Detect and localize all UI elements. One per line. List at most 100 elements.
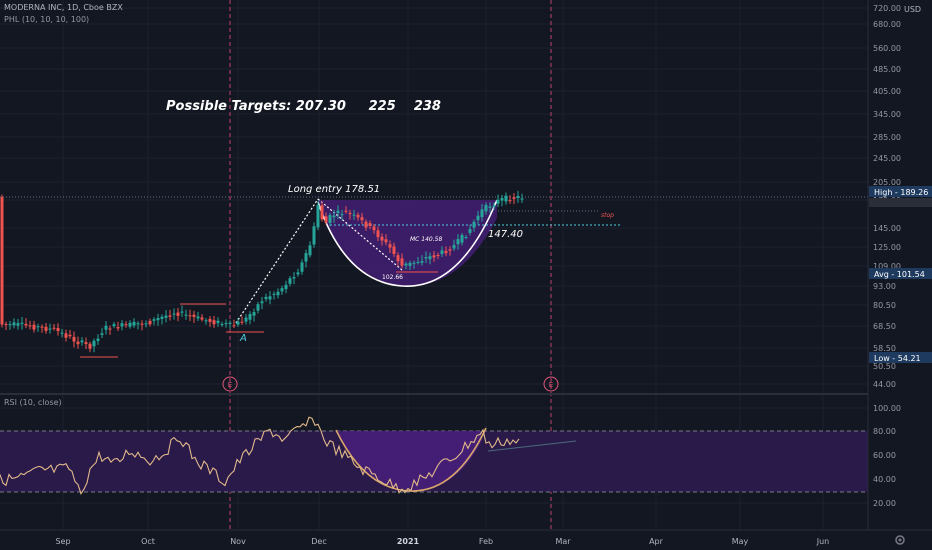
- candle-body: [48, 328, 52, 330]
- price-tick-label: 560.00: [873, 44, 901, 53]
- candle-body: [308, 245, 312, 256]
- rsi-tick-label: 100.00: [873, 404, 901, 413]
- candle-body: [112, 324, 116, 327]
- candle-body: [380, 236, 384, 241]
- time-label-oct: Oct: [141, 537, 155, 546]
- price-tick-label: 80.50: [873, 301, 896, 310]
- candle-body: [116, 327, 120, 329]
- time-label-2021: 2021: [397, 537, 420, 546]
- candle-body: [360, 217, 364, 221]
- time-label-mar: Mar: [555, 537, 571, 546]
- price-axis[interactable]: [868, 0, 932, 530]
- time-label-sep: Sep: [55, 537, 70, 546]
- candles: [0, 190, 524, 353]
- candle-body: [76, 341, 80, 345]
- candle-body: [492, 205, 496, 207]
- candle-body: [36, 326, 40, 328]
- candle-body: [268, 296, 272, 300]
- high-badge: High - 189.26: [869, 186, 932, 197]
- candle-body: [216, 320, 220, 324]
- candle-body: [12, 322, 16, 326]
- candle-body: [16, 323, 20, 326]
- candle-body: [316, 205, 320, 228]
- candle-body: [320, 205, 324, 220]
- long-entry-annotation: Long entry 178.51: [288, 184, 380, 195]
- candle-body: [448, 249, 452, 251]
- candle-body: [304, 253, 308, 262]
- candle-body: [248, 314, 252, 320]
- candle-body: [196, 316, 200, 319]
- candle-body: [460, 235, 464, 243]
- stop-annotation: stop: [601, 212, 614, 219]
- candle-body: [72, 336, 76, 342]
- candle-body: [252, 312, 256, 316]
- point-a-annotation: A: [239, 333, 247, 344]
- rsi-title: RSI (10, close): [4, 398, 62, 407]
- price-tick-label: 285.00: [873, 133, 901, 142]
- rsi-tick-label: 80.00: [873, 427, 896, 436]
- time-axis[interactable]: [0, 530, 932, 550]
- time-label-feb: Feb: [479, 537, 493, 546]
- candle-body: [284, 284, 288, 290]
- candle-body: [20, 322, 24, 324]
- candle-body: [468, 229, 472, 233]
- candle-body: [292, 277, 296, 279]
- rsi-ticks: 100.00 80.00 60.00 40.00 20.00: [873, 404, 901, 508]
- candle-body: [108, 328, 112, 330]
- candle-body: [440, 250, 444, 255]
- candle-body: [512, 197, 516, 199]
- mc-annotation: MC 140.58: [410, 236, 442, 243]
- candle-body: [484, 204, 488, 212]
- earnings-marker-1[interactable]: [222, 376, 238, 392]
- price-tick-label: 93.00: [873, 282, 896, 291]
- candle-body: [388, 244, 392, 248]
- candle-body: [264, 296, 268, 300]
- candle-body: [204, 320, 208, 322]
- candle-body: [64, 333, 68, 338]
- low-badge-label: Low - 54.21: [874, 354, 921, 363]
- rsi-tick-label: 60.00: [873, 451, 896, 460]
- targets-annotation: Possible Targets: 207.30 225 238: [166, 99, 441, 114]
- candle-body: [428, 256, 432, 260]
- rsi-tick-label: 20.00: [873, 499, 896, 508]
- price-ticks: 720.00 680.00 560.00 485.00 405.00 345.00 285.…: [873, 4, 901, 389]
- candle-body: [408, 262, 412, 266]
- candle-body: [504, 195, 508, 202]
- candle-body: [260, 301, 264, 304]
- earnings-marker-2[interactable]: [543, 376, 559, 392]
- candle-body: [508, 200, 512, 202]
- candle-body: [364, 221, 368, 228]
- candle-body: [160, 316, 164, 319]
- rsi-tick-label: 40.00: [873, 475, 896, 484]
- candle-body: [88, 343, 92, 349]
- avg-badge: Avg - 101.54: [869, 268, 932, 279]
- low-annotation: 102.66: [382, 274, 403, 281]
- price-tick-label: 345.00: [873, 110, 901, 119]
- candle-body: [68, 334, 72, 337]
- candle-body: [444, 250, 448, 254]
- rsi-line: [0, 416, 520, 495]
- last-price-badge: [869, 198, 932, 207]
- earnings-marker-2-label: E: [549, 381, 553, 389]
- candle-body: [256, 304, 260, 311]
- candle-body: [172, 313, 176, 315]
- candle-body: [208, 318, 212, 322]
- candle-body: [272, 293, 276, 295]
- candle-body: [412, 262, 416, 264]
- candle-body: [8, 324, 12, 326]
- candle-body: [472, 221, 476, 228]
- price-tick-label: 680.00: [873, 20, 901, 29]
- candle-body: [464, 236, 468, 238]
- price-tick-label: 68.50: [873, 322, 896, 331]
- candle-body: [352, 214, 356, 216]
- gear-icon[interactable]: [895, 535, 905, 545]
- candle-body: [404, 263, 408, 266]
- candle-body: [340, 214, 344, 216]
- candle-body: [496, 199, 500, 204]
- candle-body: [176, 312, 180, 316]
- candle-body: [132, 321, 136, 326]
- candle-body: [224, 323, 228, 325]
- currency-label: USD: [904, 5, 922, 14]
- candle-body: [392, 246, 396, 254]
